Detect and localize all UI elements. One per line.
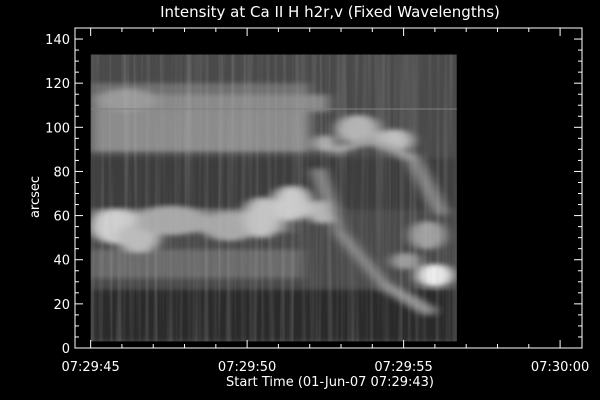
x-axis: 07:29:45 07:29:50 07:29:55 07:30:00 bbox=[61, 28, 589, 375]
image-streaks bbox=[90, 54, 457, 342]
y-tick-label: 0 bbox=[62, 342, 70, 357]
y-tick-label: 60 bbox=[53, 210, 70, 225]
y-tick-label: 20 bbox=[53, 298, 70, 313]
y-tick-label: 80 bbox=[53, 165, 70, 180]
x-tick-label: 07:29:45 bbox=[61, 360, 119, 375]
x-tick-label: 07:30:00 bbox=[531, 360, 589, 375]
x-axis-label: Start Time (01-Jun-07 07:29:43) bbox=[226, 375, 434, 390]
y-axis-label: arcsec bbox=[28, 176, 43, 218]
y-axis: 0 20 40 60 80 100 120 140 bbox=[45, 27, 582, 357]
y-tick-label: 120 bbox=[45, 77, 70, 92]
y-tick-label: 100 bbox=[45, 121, 70, 136]
x-tick-label: 07:29:50 bbox=[218, 360, 276, 375]
intensity-image bbox=[90, 54, 457, 342]
plot-frame bbox=[74, 27, 583, 349]
y-tick-label: 40 bbox=[53, 254, 70, 269]
chart-title: Intensity at Ca II H h2r,v (Fixed Wavele… bbox=[160, 3, 500, 21]
y-tick-label: 140 bbox=[45, 33, 70, 48]
x-tick-label: 07:29:55 bbox=[374, 360, 432, 375]
